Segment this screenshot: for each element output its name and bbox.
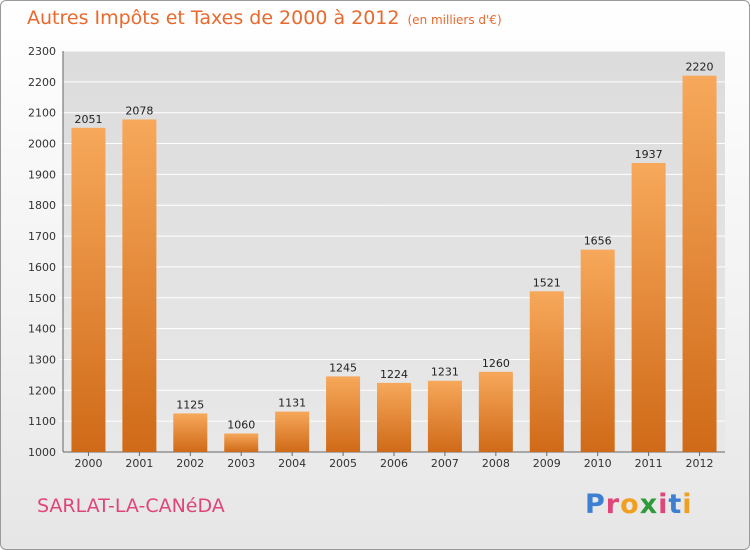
y-tick-label: 2100 — [28, 107, 56, 120]
data-label: 1224 — [380, 368, 408, 381]
chart-title: Autres Impôts et Taxes de 2000 à 2012 — [27, 7, 400, 29]
data-label: 2051 — [74, 113, 102, 126]
data-label: 1937 — [635, 148, 663, 161]
data-label: 1245 — [329, 361, 357, 374]
logo-letter: i — [682, 489, 693, 520]
x-tick-label: 2001 — [125, 457, 153, 470]
bar — [631, 162, 666, 452]
y-tick-label: 1200 — [28, 384, 56, 397]
y-tick-label: 1300 — [28, 353, 56, 366]
data-label: 1060 — [227, 418, 255, 431]
logo-letter: i — [658, 489, 669, 520]
data-label: 1231 — [431, 366, 459, 379]
logo-letter: o — [620, 489, 640, 520]
y-tick-label: 1000 — [28, 446, 56, 459]
y-tick-label: 1400 — [28, 323, 56, 336]
title-row: Autres Impôts et Taxes de 2000 à 2012 (en… — [27, 7, 502, 29]
data-label: 1521 — [533, 276, 561, 289]
x-tick-label: 2007 — [431, 457, 459, 470]
y-tick-label: 1600 — [28, 261, 56, 274]
bar — [682, 75, 717, 452]
bar — [275, 411, 310, 452]
data-label: 1260 — [482, 357, 510, 370]
x-tick-label: 2004 — [278, 457, 306, 470]
logo-letter: x — [639, 489, 659, 520]
data-label: 1131 — [278, 397, 306, 410]
bar — [529, 291, 564, 452]
bar — [580, 249, 615, 452]
y-tick-label: 2300 — [28, 45, 56, 58]
y-tick-label: 2200 — [28, 76, 56, 89]
logo-letter: r — [605, 489, 621, 520]
x-tick-label: 2006 — [380, 457, 408, 470]
bar — [427, 380, 462, 452]
bar — [122, 119, 157, 453]
bar — [377, 382, 411, 452]
y-tick-label: 1700 — [28, 230, 56, 243]
commune-name: SARLAT-LA-CANéDA — [37, 495, 225, 517]
proxiti-logo: Proxiti — [585, 489, 693, 520]
x-tick-label: 2011 — [635, 457, 663, 470]
x-tick-label: 2012 — [686, 457, 714, 470]
data-label: 2078 — [125, 104, 153, 117]
x-tick-label: 2000 — [74, 457, 102, 470]
y-tick-label: 1800 — [28, 199, 56, 212]
bar — [173, 413, 208, 452]
x-tick-label: 2002 — [176, 457, 204, 470]
bar — [71, 127, 106, 453]
bar — [478, 371, 513, 452]
data-label: 1656 — [584, 235, 612, 248]
y-tick-label: 2000 — [28, 138, 56, 151]
chart-subtitle: (en milliers d'€) — [407, 13, 502, 27]
bar — [224, 433, 259, 452]
data-label: 2220 — [686, 61, 714, 74]
logo-letter: t — [668, 489, 683, 520]
x-tick-label: 2009 — [533, 457, 561, 470]
y-tick-label: 1100 — [28, 415, 56, 428]
x-tick-label: 2008 — [482, 457, 510, 470]
x-tick-label: 2005 — [329, 457, 357, 470]
bar — [326, 376, 361, 452]
data-label: 1125 — [176, 398, 204, 411]
y-tick-label: 1900 — [28, 168, 56, 181]
x-tick-label: 2010 — [584, 457, 612, 470]
logo-letter: P — [585, 489, 606, 520]
y-tick-label: 1500 — [28, 292, 56, 305]
x-tick-label: 2003 — [227, 457, 255, 470]
